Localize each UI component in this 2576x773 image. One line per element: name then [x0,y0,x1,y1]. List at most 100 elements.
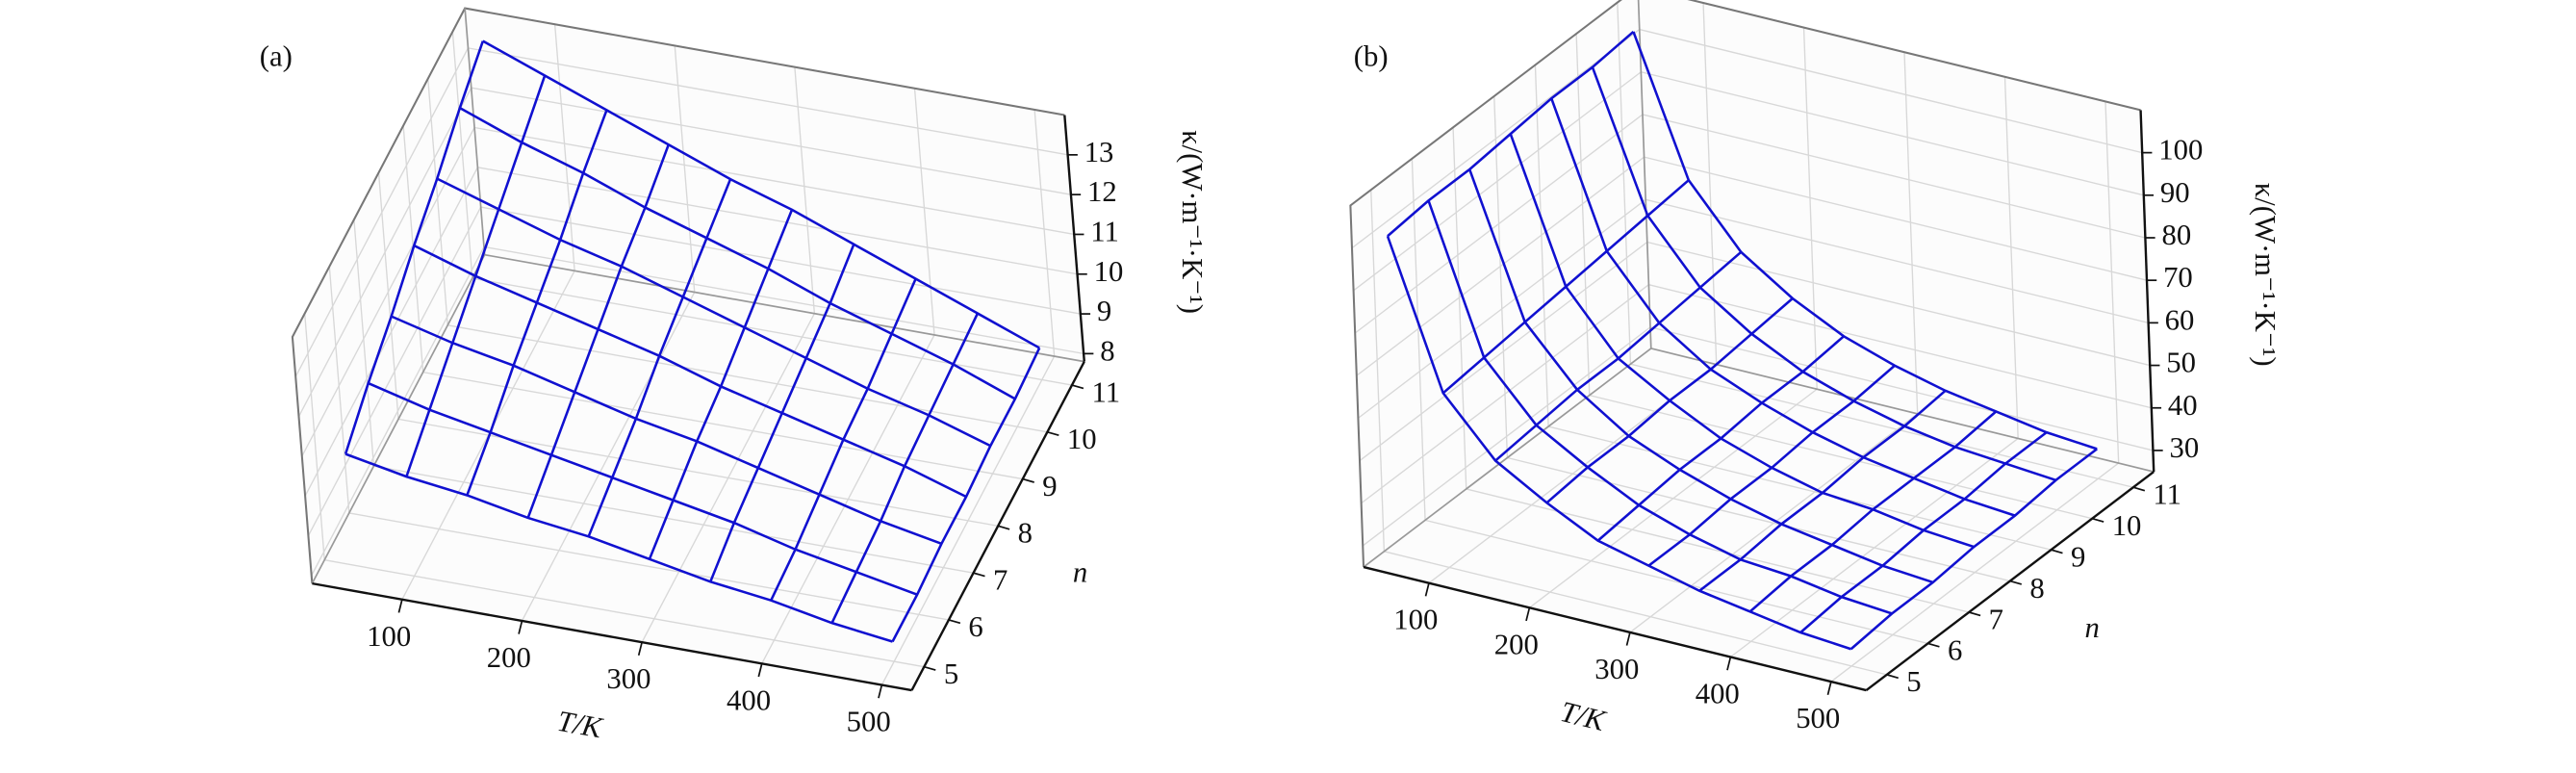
grid-line [473,126,1075,236]
x-tick [1826,681,1832,695]
x-tick [1625,631,1631,646]
y-tick-label: 7 [1989,603,2003,635]
z-tick-label: 70 [2163,261,2193,294]
x-tick-label: 400 [1696,678,1740,710]
wire-along-y [405,75,547,477]
wire-along-x [1632,31,2098,451]
grid-line [1359,241,1648,462]
pane-edge [1349,0,2141,568]
wire-along-y [1647,364,1896,567]
grid-line [328,266,350,514]
wire-along-y [1698,389,1947,592]
grid-line [1903,52,1919,414]
grid-line [307,206,482,536]
y-tick-label: 9 [2071,540,2085,573]
grid-line [468,47,1068,156]
grid-line [311,246,485,577]
y-tick-label: 6 [968,610,982,643]
z-tick-label: 13 [1084,136,1114,168]
x-tick [1525,607,1531,622]
wire-along-x [482,39,1040,349]
y-tick [948,619,961,625]
y-tick [2009,580,2023,585]
wire-along-y [526,143,670,519]
y-tick [1968,611,1981,617]
grid-line [1357,198,1646,419]
wire-along-y [1748,410,1998,613]
wire-along-x [1427,199,1893,615]
grid-line [1411,158,1426,521]
grid-line [1802,27,1818,390]
wire-along-y [1494,250,1743,462]
z-tick-label: 100 [2158,134,2203,167]
wire-along-y [344,40,485,455]
y-tick [1071,384,1084,390]
wire-along-y [1387,30,1635,238]
grid-line [1630,363,2134,488]
grid-line [1646,241,2151,367]
grid-line [1361,284,1649,504]
x-axis [312,581,912,692]
x-tick-label: 100 [367,620,411,653]
y-tick [1927,642,1940,648]
wire-along-y [1545,297,1794,504]
x-tick [757,663,763,678]
wire-along-y [1849,448,2098,651]
y-tick [2051,549,2063,554]
grid-line [1362,326,1651,547]
x-tick-label: 300 [606,662,650,695]
wire-along-x [413,244,967,499]
y-tick [997,525,1010,530]
grid-line [1356,156,1645,376]
grid-line [377,172,399,420]
z-tick-label: 80 [2161,219,2191,251]
grid-line [1644,156,2148,281]
pane-edge [464,8,486,255]
grid-line [674,45,696,293]
grid-line [1617,2,1632,365]
grid-line [1354,114,1644,334]
y-tick [2091,517,2104,523]
x-tick-label: 400 [727,683,771,716]
wire-along-x [1509,133,1975,549]
pane-edge [484,253,1084,363]
grid-line [1641,71,2144,196]
grid-line [324,559,925,668]
y-tick-label: 11 [1091,375,1120,408]
z-axis-label: κ/(W·m⁻¹·K⁻¹) [1176,130,1209,314]
z-tick-label: 90 [2160,176,2190,209]
y-tick-label: 9 [1042,470,1057,502]
pane-edge [291,7,1065,584]
wire-along-y [1441,179,1690,395]
back-pane [1638,0,2155,473]
panel-label: (a) [260,40,293,73]
pane-edge [1363,348,1652,568]
z-axis [2139,110,2155,473]
grid-line [1702,2,1718,365]
grid-line [2104,101,2120,464]
y-tick-label: 8 [2029,572,2044,605]
wire-along-y [770,278,917,602]
x-tick-label: 200 [1494,628,1539,660]
y-tick [1022,477,1034,483]
y-tick-label: 6 [1948,634,1962,667]
z-tick-label: 12 [1087,175,1117,208]
wire-along-x [391,315,942,546]
x-tick [878,684,883,699]
wire-along-y [587,178,732,537]
wire-along-x [344,452,893,643]
grid-line [1575,34,1591,396]
grid-line [1648,284,2152,409]
z-tick-label: 10 [1094,255,1124,288]
wire-along-y [1799,431,2048,633]
grid-line [1370,190,1386,552]
grid-line [483,245,1084,355]
y-tick [2132,486,2146,492]
grid-line [1547,425,2052,551]
grid-line [1452,127,1467,489]
grid-line [1589,394,2093,520]
z-tick-label: 40 [2168,389,2198,422]
grid-line [794,66,816,314]
grid-line [1507,456,2011,582]
grid-line [1033,109,1056,357]
